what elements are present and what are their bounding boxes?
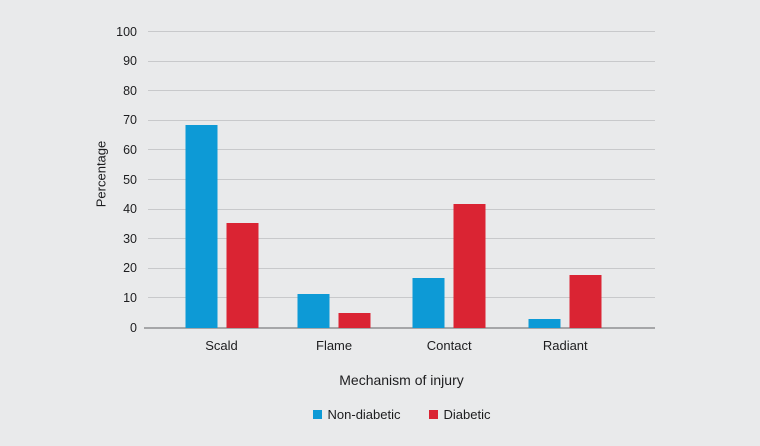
y-tick-label: 90 <box>123 54 137 69</box>
gridline <box>148 31 655 32</box>
gridline <box>148 297 655 299</box>
x-tick-label: Scald <box>205 338 238 353</box>
legend-item-non-diabetic: Non-diabetic <box>312 407 401 422</box>
y-tick-label: 60 <box>123 142 137 157</box>
legend-swatch-non-diabetic <box>312 410 322 419</box>
legend-item-diabetic: Diabetic <box>428 407 491 422</box>
bar-diabetic-scald <box>226 222 258 328</box>
y-tick-label: 80 <box>123 83 137 98</box>
y-axis-title: Percentage <box>93 140 109 208</box>
legend-label: Non-diabetic <box>327 407 401 422</box>
bar-non-diabetic-flame <box>297 293 330 328</box>
y-tick-label: 10 <box>123 290 137 305</box>
y-tick-label: 40 <box>123 202 137 217</box>
legend-swatch-diabetic <box>428 410 438 419</box>
y-tick-label: 20 <box>123 261 137 276</box>
x-tick-label: Flame <box>316 338 353 353</box>
bar-diabetic-radiant <box>569 274 602 328</box>
bar-group-scald: Scald <box>185 32 258 353</box>
bar-non-diabetic-radiant <box>528 319 561 328</box>
gridline <box>148 119 655 121</box>
bar-group-flame: Flame <box>297 32 371 353</box>
y-tick-label: 50 <box>123 172 137 187</box>
bar-non-diabetic-scald <box>185 125 217 328</box>
y-tick-label: 70 <box>123 113 137 128</box>
x-tick-label: Contact <box>426 338 472 353</box>
y-tick-label: 30 <box>123 231 137 246</box>
gridline <box>148 149 655 151</box>
bar-diabetic-flame <box>338 313 371 328</box>
x-axis-title: Mechanism of injury <box>339 372 464 388</box>
x-axis-line <box>144 327 655 329</box>
bar-diabetic-contact <box>453 203 486 328</box>
plot-area: 0 10 20 30 40 50 60 70 80 90 100 Scald Flame Contact R… <box>116 25 655 353</box>
bar-group-radiant: Radiant <box>528 32 602 353</box>
legend: Non-diabetic Diabetic <box>148 407 655 422</box>
legend-label: Diabetic <box>443 407 491 422</box>
gridline <box>148 238 655 240</box>
y-tick-label: 100 <box>116 24 137 39</box>
gridline <box>148 60 655 62</box>
gridline <box>148 267 655 269</box>
x-tick-label: Radiant <box>542 338 588 353</box>
gridline <box>148 90 655 92</box>
gridline <box>148 179 655 180</box>
y-tick-label: 0 <box>130 320 137 335</box>
bar-non-diabetic-contact <box>412 277 445 328</box>
bar-group-contact: Contact <box>412 32 486 353</box>
gridline <box>148 208 655 210</box>
